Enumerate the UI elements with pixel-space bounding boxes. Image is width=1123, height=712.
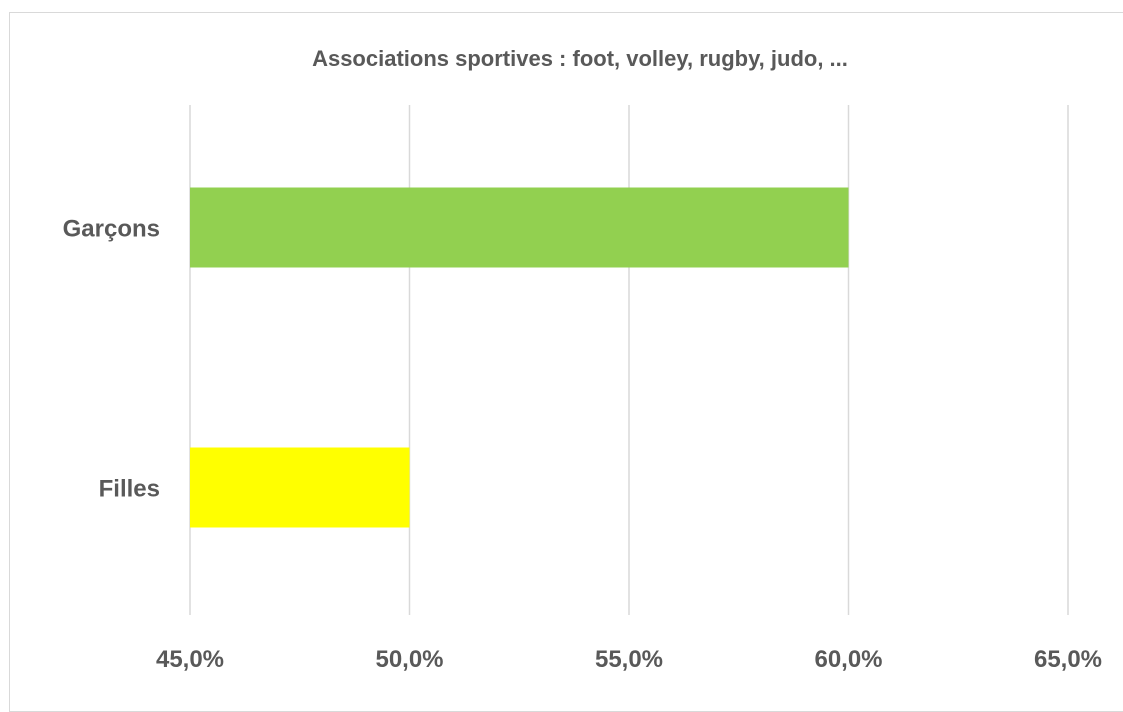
category-labels: Garçons Filles [63,216,160,503]
x-tick-label: 45,0% [156,646,224,673]
x-tick-label: 65,0% [1034,646,1102,673]
chart-title: Associations sportives : foot, volley, r… [312,46,848,71]
category-label: Filles [99,476,160,503]
category-label: Garçons [63,216,160,243]
x-tick-label: 55,0% [595,646,663,673]
bar-chart: Associations sportives : foot, volley, r… [63,46,1102,673]
x-axis-tick-labels: 45,0% 50,0% 55,0% 60,0% 65,0% [156,646,1102,673]
x-tick-label: 50,0% [375,646,443,673]
bar-1 [190,447,410,528]
grid-lines [189,105,1069,615]
bar-0 [190,187,849,268]
x-tick-label: 60,0% [814,646,882,673]
chart-frame [9,12,1123,712]
bars [190,187,849,528]
